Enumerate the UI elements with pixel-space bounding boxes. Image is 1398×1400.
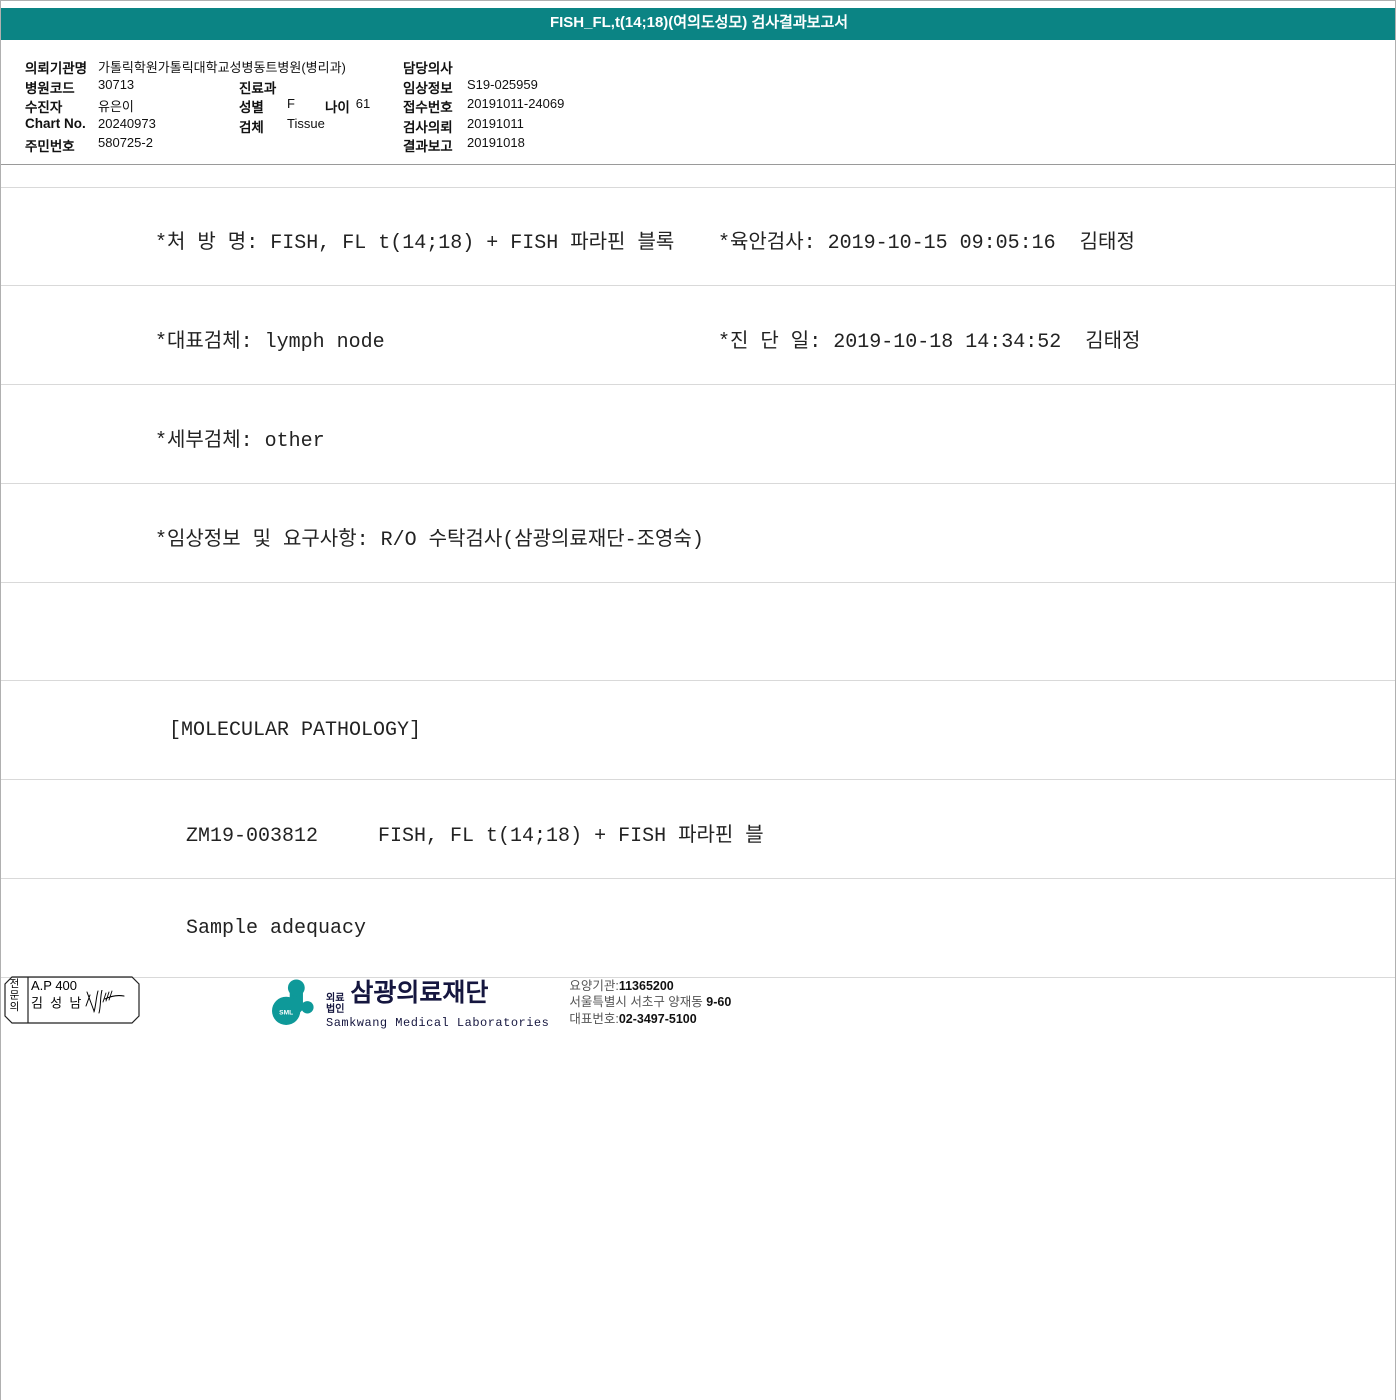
- svg-text:SML: SML: [279, 1009, 293, 1016]
